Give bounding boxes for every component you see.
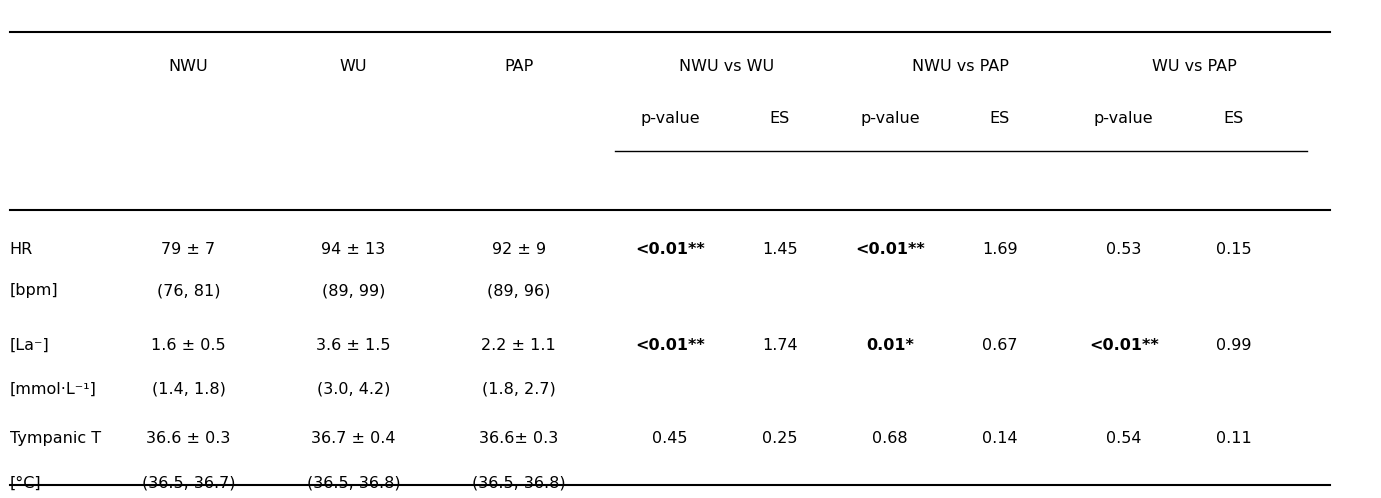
Text: 0.25: 0.25 — [762, 431, 798, 446]
Text: (36.5, 36.7): (36.5, 36.7) — [142, 476, 235, 491]
Text: 36.7 ± 0.4: 36.7 ± 0.4 — [311, 431, 396, 446]
Text: Tympanic T: Tympanic T — [10, 431, 101, 446]
Text: 92 ± 9: 92 ± 9 — [492, 242, 545, 256]
Text: (36.5, 36.8): (36.5, 36.8) — [472, 476, 565, 491]
Text: 0.53: 0.53 — [1106, 242, 1142, 256]
Text: ES: ES — [1224, 111, 1244, 126]
Text: (1.8, 2.7): (1.8, 2.7) — [482, 382, 555, 397]
Text: (3.0, 4.2): (3.0, 4.2) — [316, 382, 391, 397]
Text: <0.01**: <0.01** — [1088, 338, 1159, 353]
Text: WU: WU — [340, 59, 367, 74]
Text: 0.99: 0.99 — [1217, 338, 1251, 353]
Text: 1.45: 1.45 — [762, 242, 798, 256]
Text: 0.15: 0.15 — [1217, 242, 1251, 256]
Text: (36.5, 36.8): (36.5, 36.8) — [307, 476, 400, 491]
Text: 0.14: 0.14 — [982, 431, 1018, 446]
Text: p-value: p-value — [1094, 111, 1153, 126]
Text: (89, 96): (89, 96) — [487, 283, 550, 298]
Text: <0.01**: <0.01** — [635, 338, 704, 353]
Text: [La⁻]: [La⁻] — [10, 338, 50, 353]
Text: <0.01**: <0.01** — [635, 242, 704, 256]
Text: [mmol·L⁻¹]: [mmol·L⁻¹] — [10, 382, 97, 397]
Text: NWU vs PAP: NWU vs PAP — [913, 59, 1010, 74]
Text: [°C]: [°C] — [10, 476, 41, 491]
Text: [bpm]: [bpm] — [10, 283, 58, 298]
Text: 0.68: 0.68 — [873, 431, 907, 446]
Text: 2.2 ± 1.1: 2.2 ± 1.1 — [481, 338, 557, 353]
Text: 36.6± 0.3: 36.6± 0.3 — [479, 431, 558, 446]
Text: 36.6 ± 0.3: 36.6 ± 0.3 — [146, 431, 231, 446]
Text: PAP: PAP — [504, 59, 533, 74]
Text: 1.6 ± 0.5: 1.6 ± 0.5 — [151, 338, 225, 353]
Text: p-value: p-value — [639, 111, 700, 126]
Text: NWU vs WU: NWU vs WU — [679, 59, 775, 74]
Text: 3.6 ± 1.5: 3.6 ± 1.5 — [316, 338, 391, 353]
Text: p-value: p-value — [860, 111, 920, 126]
Text: 0.54: 0.54 — [1106, 431, 1142, 446]
Text: (1.4, 1.8): (1.4, 1.8) — [152, 382, 225, 397]
Text: 1.74: 1.74 — [762, 338, 798, 353]
Text: 0.01*: 0.01* — [866, 338, 914, 353]
Text: ES: ES — [990, 111, 1010, 126]
Text: 0.11: 0.11 — [1215, 431, 1251, 446]
Text: ES: ES — [769, 111, 790, 126]
Text: (76, 81): (76, 81) — [156, 283, 220, 298]
Text: NWU: NWU — [168, 59, 209, 74]
Text: 1.69: 1.69 — [982, 242, 1018, 256]
Text: <0.01**: <0.01** — [855, 242, 925, 256]
Text: 0.67: 0.67 — [982, 338, 1018, 353]
Text: (89, 99): (89, 99) — [322, 283, 385, 298]
Text: 0.45: 0.45 — [652, 431, 688, 446]
Text: 94 ± 13: 94 ± 13 — [322, 242, 385, 256]
Text: WU vs PAP: WU vs PAP — [1152, 59, 1237, 74]
Text: 79 ± 7: 79 ± 7 — [162, 242, 215, 256]
Text: HR: HR — [10, 242, 33, 256]
